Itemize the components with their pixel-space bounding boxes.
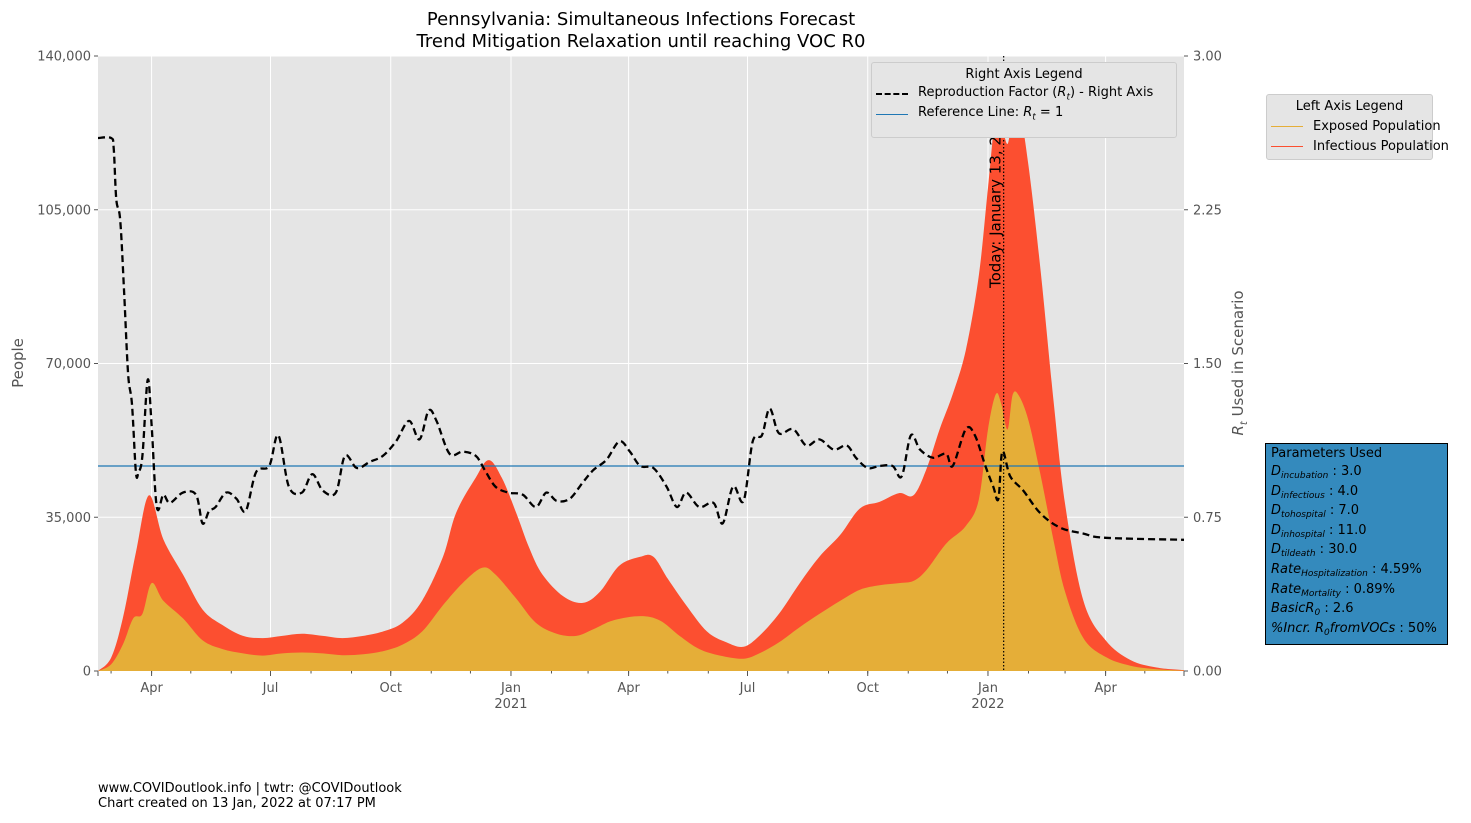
y2-tick-label: 3.00 [1193,50,1222,65]
x-tick-label: Oct [379,681,401,696]
parameter-item: BasicR0 : 2.6 [1271,601,1354,619]
legend-label-reference: Reference Line: Rt = 1 [918,105,1064,123]
parameter-item: Dinfectious : 4.0 [1271,483,1359,501]
parameter-item: %Incr. R0fromVOCs : 50% [1271,620,1437,638]
y2-tick-label: 0.00 [1193,665,1222,680]
axes: 0 0.00 35,000 0.75 70,000 1.50 105,000 2.25 140,… [37,50,1222,713]
y2-tick-label: 1.50 [1193,357,1222,372]
parameters-title: Parameters Used [1271,446,1383,461]
y-axis-label: People [9,338,27,388]
x-tick-label: Oct [856,681,878,696]
y2-axis-label: Rt Used in Scenario [1229,290,1250,435]
y-tick-label: 0 [83,665,91,680]
legend-label-exposed: Exposed Population [1313,118,1441,134]
parameter-item: RateMortality : 0.89% [1271,581,1395,599]
parameters-box: Parameters Used Dincubation : 3.0 Dinfect… [1265,443,1448,645]
x-tick-year-label: 2021 [494,697,527,712]
legend-swatch-exposed [1271,125,1303,127]
right-axis-legend: Right Axis Legend Reproduction Factor (R… [871,62,1177,138]
y-tick-label: 70,000 [46,357,92,372]
rt-line [97,136,1185,541]
legend-label-rt: Reproduction Factor (Rt) - Right Axis [918,85,1154,103]
x-tick-label: Apr [617,681,640,696]
legend-swatch-rt [876,93,908,95]
y-tick-label: 35,000 [46,511,92,526]
parameter-item: RateHospitalization : 4.59% [1271,561,1422,579]
chart-subtitle: Trend Mitigation Relaxation until reachi… [416,31,866,52]
parameters-list: Dincubation : 3.0 Dinfectious : 4.0 Dtohos… [1271,462,1442,638]
x-tick-label: Apr [140,681,163,696]
x-tick-label: Jul [739,681,756,696]
parameter-item: Dincubation : 3.0 [1271,464,1362,481]
y2-tick-label: 2.25 [1193,203,1222,218]
footer-created: Chart created on 13 Jan, 2022 at 07:17 P… [98,796,376,811]
x-tick-label: Jan [500,681,521,696]
right-legend-title: Right Axis Legend [965,67,1083,82]
legend-swatch-infectious [1271,145,1303,147]
y2-tick-label: 0.75 [1193,511,1222,526]
legend-swatch-reference [876,113,908,115]
area-exposed-population [98,391,1184,671]
line-series: Today: January 13, 2022 [97,56,1185,671]
parameter-item: Dtildeath : 30.0 [1271,542,1358,560]
x-tick-label: Jan [977,681,998,696]
area-infectious-population [98,104,1184,672]
legend-entry-reference: Reference Line: Rt = 1 [872,104,1176,124]
legend-entry-infectious: Infectious Population [1267,136,1449,156]
parameter-item: Dinhospital : 11.0 [1271,522,1367,540]
legend-entry-rt: Reproduction Factor (Rt) - Right Axis [872,84,1176,104]
today-label: Today: January 13, 2022 [987,107,1005,289]
footer: www.COVIDoutlook.info | twtr: @COVIDoutl… [98,781,402,811]
legend-label-infectious: Infectious Population [1313,138,1449,154]
area-series [98,104,1184,672]
y-tick-label: 140,000 [37,50,91,65]
x-tick-label: Apr [1094,681,1117,696]
x-tick-year-label: 2022 [971,697,1004,712]
y-tick-label: 105,000 [37,203,91,218]
left-axis-legend: Left Axis Legend Exposed Population Infe… [1266,94,1449,160]
footer-credit: www.COVIDoutlook.info | twtr: @COVIDoutl… [98,781,402,796]
x-tick-label: Jul [262,681,279,696]
chart-title: Pennsylvania: Simultaneous Infections Fo… [427,9,855,30]
left-legend-title: Left Axis Legend [1295,99,1404,114]
legend-entry-exposed: Exposed Population [1267,116,1441,136]
parameter-item: Dtohospital : 7.0 [1271,503,1360,521]
